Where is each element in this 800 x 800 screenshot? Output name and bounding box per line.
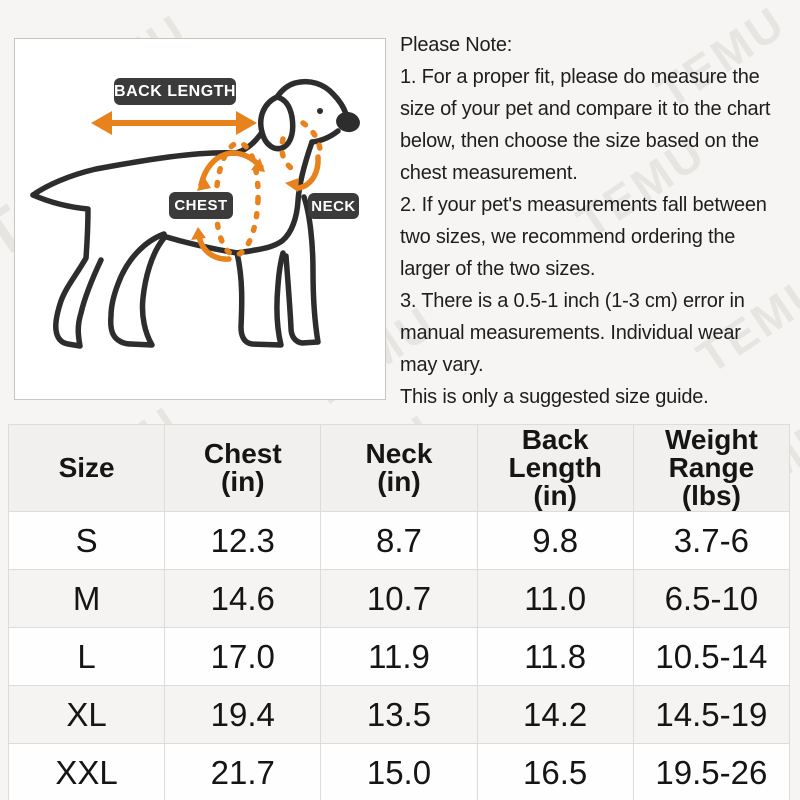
note-line: may vary. (400, 354, 484, 376)
back-length-label: BACK LENGTH (114, 78, 236, 105)
header-cell-chest: Chest (in) (164, 424, 322, 512)
dog-outline (30, 78, 349, 349)
size-cell: S (7, 511, 166, 570)
weight-cell: 19.5-26 (632, 743, 791, 800)
note-line: two sizes, we recommend ordering the (400, 226, 736, 248)
header-cell-neck: Neck (in) (320, 424, 478, 512)
arrowheads (91, 111, 299, 240)
chest-cell: 14.6 (164, 569, 322, 628)
table-row-xl: XL 19.4 13.5 14.2 14.5-19 (7, 685, 791, 744)
note-line: chest measurement. (400, 162, 578, 184)
dog-diagram-illustration (30, 78, 360, 349)
neck-label: NECK (308, 193, 359, 219)
dog-nose (336, 111, 360, 133)
header-cell-size: Size (7, 424, 166, 512)
table-row-m: M 14.6 10.7 11.0 6.5-10 (7, 569, 791, 628)
size-cell: M (7, 569, 166, 628)
table-row-s: S 12.3 8.7 9.8 3.7-6 (7, 511, 791, 570)
chest-cell: 12.3 (164, 511, 322, 570)
table-row-l: L 17.0 11.9 11.8 10.5-14 (7, 627, 791, 686)
notes-section: Please Note: 1. For a proper fit, please… (400, 29, 798, 413)
weight-cell: 6.5-10 (632, 569, 791, 628)
neck-arc (296, 154, 321, 191)
dog-eye (317, 108, 323, 114)
header-cell-back-length: Back Length (in) (476, 424, 634, 512)
neck-cell: 13.5 (320, 685, 478, 744)
back-length-cell: 14.2 (476, 685, 634, 744)
note-line: larger of the two sizes. (400, 258, 596, 280)
table-header-row: Size Chest (in) Neck (in) Back Length (i… (7, 424, 791, 512)
size-cell: L (7, 627, 166, 686)
note-line: manual measurements. Individual wear (400, 322, 741, 344)
back-length-cell: 11.8 (476, 627, 634, 686)
measurement-diagram-panel: BACK LENGTH CHEST NECK (14, 38, 386, 400)
back-length-cell: 11.0 (476, 569, 634, 628)
note-line: below, then choose the size based on the (400, 130, 759, 152)
note-line: 2. If your pet's measurements fall betwe… (400, 194, 767, 216)
back-length-cell: 9.8 (476, 511, 634, 570)
neck-girth-dashed (279, 136, 294, 171)
weight-cell: 3.7-6 (632, 511, 791, 570)
chest-top-arc (198, 150, 264, 188)
neck-cell: 15.0 (320, 743, 478, 800)
neck-cell: 10.7 (320, 569, 478, 628)
neck-cell: 8.7 (320, 511, 478, 570)
note-line: size of your pet and compare it to the c… (400, 98, 771, 120)
notes-title: Please Note: (400, 34, 513, 56)
chest-cell: 19.4 (164, 685, 322, 744)
chest-cell: 21.7 (164, 743, 322, 800)
size-chart-table: Size Chest (in) Neck (in) Back Length (i… (7, 424, 791, 800)
size-cell: XXL (7, 743, 166, 800)
note-line: This is only a suggested size guide. (400, 386, 709, 408)
weight-cell: 10.5-14 (632, 627, 791, 686)
header-cell-weight: Weight Range (lbs) (632, 424, 791, 512)
chest-cell: 17.0 (164, 627, 322, 686)
weight-cell: 14.5-19 (632, 685, 791, 744)
note-line: 1. For a proper fit, please do measure t… (400, 66, 760, 88)
neck-cell: 11.9 (320, 627, 478, 686)
table-row-xxl: XXL 21.7 15.0 16.5 19.5-26 (7, 743, 791, 800)
note-line: 3. There is a 0.5-1 inch (1-3 cm) error … (400, 290, 745, 312)
chest-label: CHEST (169, 192, 233, 219)
back-length-cell: 16.5 (476, 743, 634, 800)
neck-girth-dashed (300, 120, 323, 152)
size-cell: XL (7, 685, 166, 744)
